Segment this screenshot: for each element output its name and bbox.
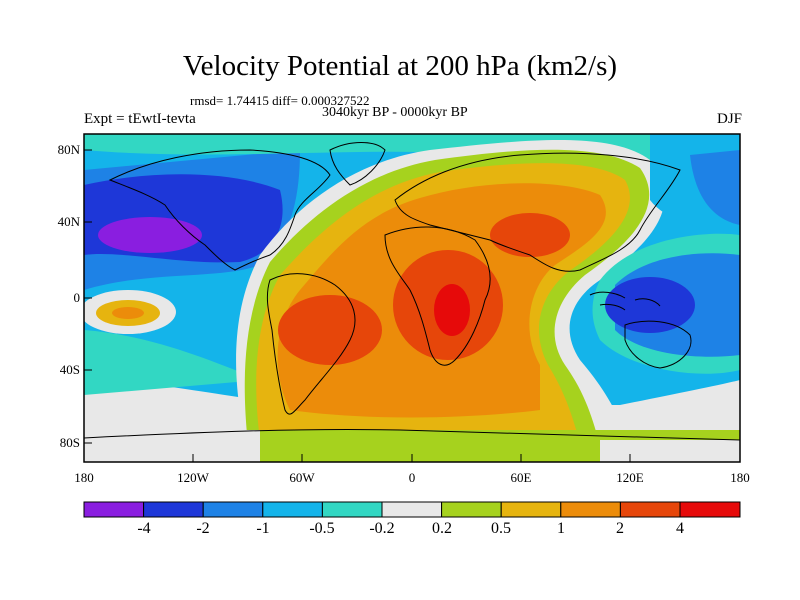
period-label: 3040kyr BP - 0000kyr BP — [322, 105, 468, 120]
contour-field — [84, 134, 740, 462]
colorbar-box-1 — [83, 501, 145, 518]
coast-africa — [384, 226, 491, 366]
colorbar-box-8 — [500, 501, 562, 518]
lon-label-60e: 60E — [510, 470, 532, 485]
colorbar-box-9 — [560, 501, 621, 518]
colorbar-box-11 — [679, 501, 741, 518]
coast-australia — [624, 320, 692, 369]
colorbar-label-5: -0.2 — [369, 520, 395, 537]
coast-south-america — [266, 273, 356, 415]
chart-title: Velocity Potential at 200 hPa (km2/s) — [182, 50, 618, 82]
contour-red-africa — [434, 284, 470, 336]
contour-darkblue-wpac — [605, 277, 695, 333]
coast-eurasia — [394, 152, 681, 272]
colorbar-box-5 — [321, 501, 383, 518]
lon-label-180w: 180 — [74, 470, 94, 485]
colorbar — [83, 501, 741, 518]
colorbar-box-7 — [441, 501, 502, 518]
contour-redorange-asia — [490, 213, 570, 257]
colorbar-box-3 — [202, 501, 264, 518]
contour-darkblue-west — [84, 174, 283, 263]
colorbar-label-3: -1 — [256, 520, 270, 537]
stats-text: rmsd= 1.74415 diff= 0.000327522 — [190, 93, 370, 108]
colorbar-label-7: 0.5 — [491, 520, 511, 537]
contour-white-antarctic-east — [600, 440, 740, 462]
coast-indonesia — [589, 291, 661, 311]
lat-label-80n: 80N — [57, 142, 80, 157]
lat-label-80s: 80S — [59, 435, 80, 450]
colorbar-box-2 — [143, 501, 204, 518]
lat-label-40n: 40N — [57, 214, 80, 229]
coast-north-america — [108, 149, 331, 271]
lon-label-60w: 60W — [289, 470, 315, 485]
colorbar-label-10: 4 — [676, 520, 684, 537]
experiment-label: Expt = tEwtI-tevta — [84, 111, 196, 127]
colorbar-box-6 — [381, 501, 443, 518]
lon-label-180e: 180 — [730, 470, 750, 485]
coast-greenland — [329, 142, 386, 186]
contour-redorange-samerica — [278, 295, 382, 365]
contour-blue2-ne — [690, 150, 740, 225]
colorbar-label-1: -4 — [137, 520, 151, 537]
lat-label-0: 0 — [73, 290, 81, 305]
lon-label-120e: 120E — [616, 470, 644, 485]
contour-purple-west — [98, 217, 202, 253]
lon-label-120w: 120W — [177, 470, 209, 485]
lon-label-0: 0 — [408, 470, 416, 485]
colorbar-label-2: -2 — [196, 520, 210, 537]
negative-region-west — [84, 134, 340, 330]
season-label: DJF — [716, 111, 742, 127]
lat-label-40s: 40S — [59, 362, 80, 377]
colorbar-box-4 — [262, 501, 323, 518]
colorbar-label-4: -0.5 — [309, 520, 335, 537]
contour-white-antarctic — [84, 430, 260, 462]
axis-ticks — [84, 149, 631, 462]
colorbar-label-6: 0.2 — [432, 520, 452, 537]
colorbar-label-8: 1 — [557, 520, 565, 537]
contour-orange-epac — [112, 307, 144, 319]
colorbar-box-10 — [619, 501, 681, 518]
contour-cyan-south — [84, 330, 260, 395]
colorbar-label-9: 2 — [616, 520, 624, 537]
